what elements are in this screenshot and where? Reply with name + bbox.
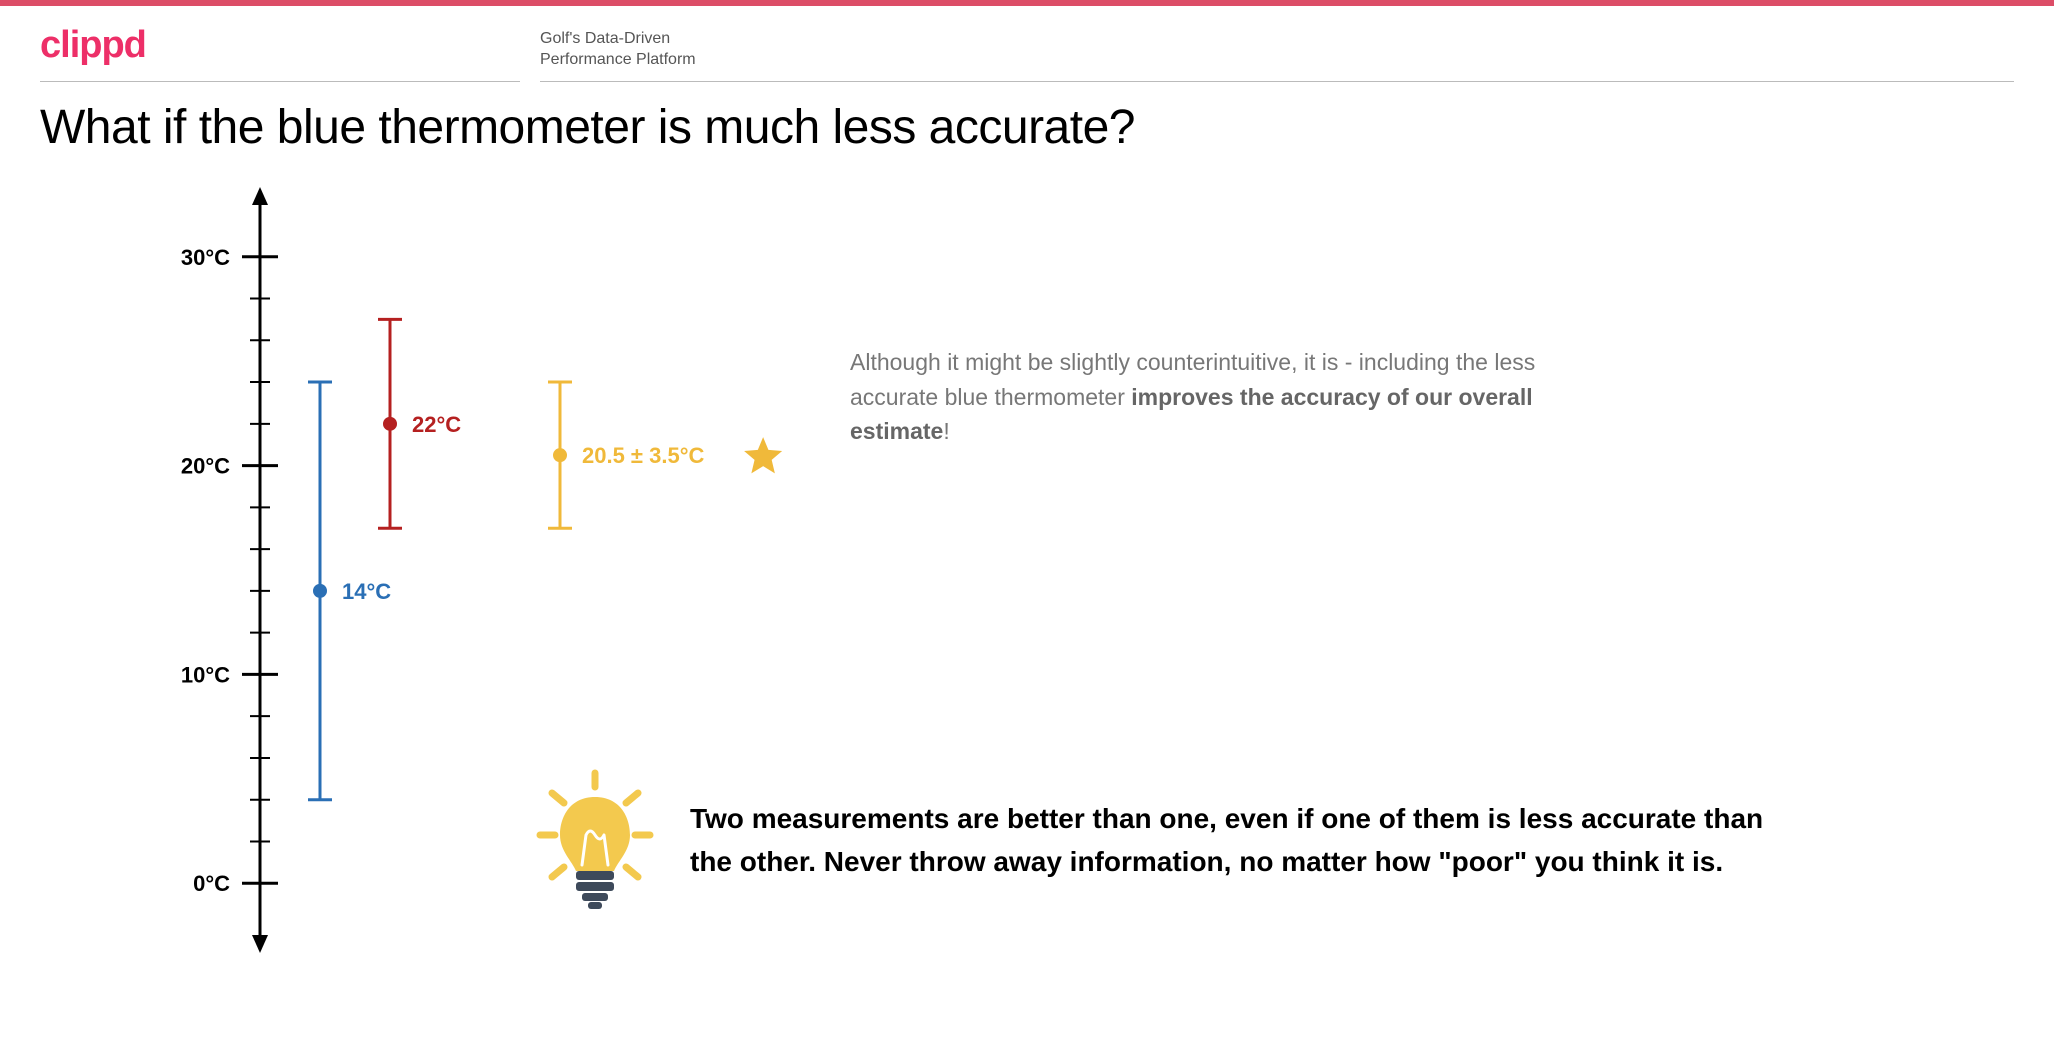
- svg-text:10°C: 10°C: [181, 662, 230, 687]
- lightbulb-icon: [530, 765, 660, 915]
- header: clippd Golf's Data-Driven Performance Pl…: [0, 6, 2054, 82]
- svg-text:14°C: 14°C: [342, 579, 391, 604]
- note-post: !: [943, 418, 949, 444]
- insight-row: Two measurements are better than one, ev…: [530, 765, 1994, 915]
- svg-text:20.5 ± 3.5°C: 20.5 ± 3.5°C: [582, 443, 704, 468]
- page-title: What if the blue thermometer is much les…: [0, 82, 2054, 165]
- content: 0°C 10°C 20°C 30°C 14°C 22°C 20.5 ± 3.5°C Alth…: [0, 165, 2054, 965]
- svg-text:30°C: 30°C: [181, 245, 230, 270]
- logo-block: clippd: [40, 16, 520, 82]
- explanation-note: Although it might be slightly counterint…: [850, 345, 1570, 449]
- svg-text:0°C: 0°C: [193, 871, 230, 896]
- svg-text:20°C: 20°C: [181, 454, 230, 479]
- tagline-line2: Performance Platform: [540, 49, 2014, 71]
- svg-text:22°C: 22°C: [412, 412, 461, 437]
- logo-text: clippd: [40, 24, 520, 67]
- insight-text: Two measurements are better than one, ev…: [690, 797, 1790, 884]
- tagline: Golf's Data-Driven Performance Platform: [540, 20, 2014, 82]
- tagline-line1: Golf's Data-Driven: [540, 28, 2014, 50]
